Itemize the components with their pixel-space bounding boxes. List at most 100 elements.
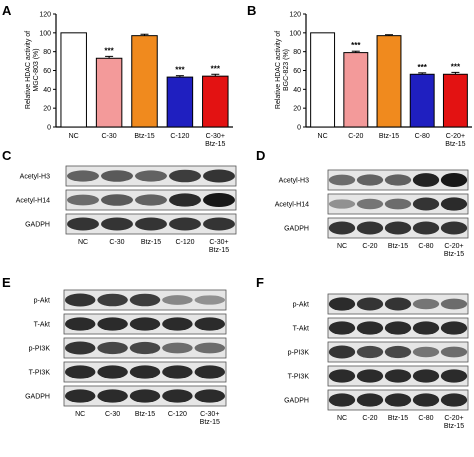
blot-band [129, 365, 161, 379]
blot-band [412, 369, 440, 383]
western-blot-c: Acetyl-H3 Acetyl-H14 GADPH NC C-30 Btz-15 C-12… [16, 165, 237, 254]
y-axis-label: Relative HDAC activity ofBGC-823 (%) [275, 31, 290, 109]
bar [60, 32, 87, 128]
significance-label: *** [351, 41, 361, 50]
blot-lane-label: NC [75, 411, 85, 418]
blot-row-label: T-Akt [293, 326, 309, 333]
blot-row-label: Acetyl-H14 [275, 202, 309, 209]
blot-band [67, 170, 99, 182]
panel-label-d: D [256, 148, 265, 163]
x-tick-label: C-30+ Btz-15 [205, 133, 225, 148]
panel-label-a: A [2, 3, 12, 18]
blot-lane-label: C-30 [109, 239, 124, 246]
blot-row-label: T-Akt [34, 322, 50, 329]
blot-band [194, 342, 226, 354]
blot-band [129, 293, 161, 307]
blot-lane-label: C-30+ Btz-15 [209, 239, 229, 254]
blot-band [162, 317, 193, 331]
blot-band [97, 389, 128, 403]
blot-band [384, 369, 412, 383]
bar [343, 52, 369, 128]
blot-band [129, 317, 161, 331]
y-tick-label: 20 [293, 106, 301, 113]
y-tick-label: 80 [293, 49, 301, 56]
blot-band [203, 169, 235, 183]
blot-band [129, 389, 161, 403]
blot-band [412, 173, 440, 187]
blot-band [440, 172, 468, 188]
y-tick-label: 120 [39, 12, 51, 19]
blot-row-label: GADPH [25, 394, 50, 401]
x-tick-label: C-20+ Btz-15 [445, 133, 465, 148]
blot-lane-label: NC [78, 239, 88, 246]
blot-row-label: Acetyl-H14 [16, 198, 50, 205]
blot-band [440, 298, 468, 310]
blot-row-label: GADPH [284, 226, 309, 233]
blot-lane-label: C-80 [418, 243, 433, 250]
blot-band [135, 194, 167, 206]
significance-label: *** [451, 62, 461, 71]
blot-row-label: p-Akt [34, 298, 50, 305]
blot-band [101, 194, 133, 206]
blot-row-label: T-PI3K [288, 374, 310, 381]
blot-band [101, 170, 133, 182]
blot-band [328, 393, 356, 407]
blot-band [412, 197, 440, 211]
blot-band [384, 393, 412, 407]
blot-lane-label: C-120 [175, 239, 194, 246]
bar [442, 73, 468, 128]
y-tick-label: 100 [289, 30, 301, 37]
blot-lane-label: Btz-15 [141, 239, 161, 246]
blot-lane-label: Btz-15 [135, 411, 155, 418]
blot-band [384, 321, 412, 335]
blot-band [97, 341, 128, 355]
blot-band [67, 194, 99, 206]
blot-band [356, 221, 384, 235]
y-tick-label: 60 [43, 68, 51, 75]
significance-label: *** [211, 64, 221, 73]
blot-band [203, 192, 235, 208]
blot-band [162, 295, 193, 305]
blot-band [412, 321, 440, 335]
blot-band [169, 193, 201, 207]
blot-band [328, 345, 356, 359]
blot-band [328, 199, 356, 209]
blot-band [328, 297, 356, 311]
blot-band [356, 369, 384, 383]
blot-band [356, 297, 384, 311]
blot-band [328, 174, 356, 186]
bar [131, 35, 158, 128]
blot-band [194, 317, 226, 331]
blot-lane-label: C-80 [418, 415, 433, 422]
y-tick-label: 60 [293, 68, 301, 75]
blot-row-label: GADPH [25, 222, 50, 229]
significance-label: *** [104, 46, 114, 55]
x-tick-label: C-20 [348, 133, 363, 140]
blot-band [64, 341, 96, 355]
blot-row-label: GADPH [284, 398, 309, 405]
blot-band [440, 346, 468, 358]
blot-lane-label: C-20 [362, 243, 377, 250]
x-tick-label: C-30 [102, 133, 117, 140]
panel-label-e: E [2, 275, 11, 290]
y-tick-label: 120 [289, 12, 301, 19]
blot-row-label: T-PI3K [29, 370, 51, 377]
blot-band [356, 174, 384, 186]
blot-lane-label: Btz-15 [388, 415, 408, 422]
y-tick-label: 100 [39, 30, 51, 37]
y-axis-label: Relative HDAC activity ofMGC-803 (%) [25, 31, 40, 109]
blot-band [356, 393, 384, 407]
y-tick-label: 40 [293, 87, 301, 94]
blot-band [97, 317, 128, 331]
blot-band [194, 295, 226, 305]
blot-lane-label: C-120 [168, 411, 187, 418]
blot-band [412, 393, 440, 407]
blot-band [101, 217, 133, 231]
x-tick-label: NC [318, 133, 328, 140]
y-tick-label: 0 [47, 125, 51, 132]
blot-band [384, 174, 412, 186]
blot-row-label: Acetyl-H3 [279, 178, 309, 185]
x-tick-label: NC [69, 133, 79, 140]
blot-band [162, 342, 193, 354]
bar [376, 35, 402, 128]
